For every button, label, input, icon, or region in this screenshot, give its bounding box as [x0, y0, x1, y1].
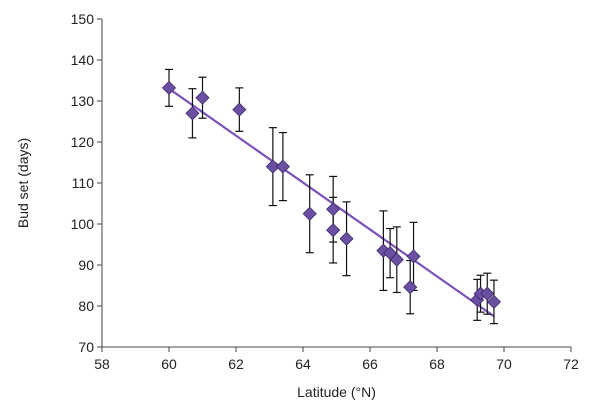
axes — [101, 19, 571, 348]
data-point — [389, 252, 404, 267]
x-tick-label: 62 — [228, 356, 244, 372]
data-point — [486, 294, 502, 309]
y-tick-label: 100 — [71, 216, 95, 232]
data-points — [161, 80, 502, 309]
data-point — [161, 80, 177, 95]
data-point — [302, 206, 317, 221]
y-tick-label: 120 — [71, 134, 95, 150]
data-point — [232, 102, 247, 117]
y-tick-label: 130 — [71, 93, 95, 109]
error-bars — [165, 68, 498, 325]
data-point — [185, 106, 200, 121]
y-tick-label: 90 — [78, 257, 94, 273]
x-tick-label: 68 — [429, 356, 445, 372]
data-point — [265, 159, 280, 174]
x-tick-label: 72 — [563, 356, 579, 372]
x-tick-label: 70 — [496, 356, 512, 372]
x-tick-label: 60 — [161, 356, 177, 372]
y-tick-label: 70 — [78, 339, 94, 355]
data-point — [195, 90, 210, 105]
y-axis-title: Bud set (days) — [15, 138, 31, 228]
y-tick-label: 110 — [72, 175, 95, 191]
y-tick-label: 140 — [71, 52, 95, 68]
y-tick-label: 80 — [78, 298, 94, 314]
x-tick-label: 64 — [295, 356, 311, 372]
data-point — [406, 249, 421, 264]
x-ticks: 58 60 62 64 66 68 70 72 — [94, 347, 579, 372]
data-point — [275, 159, 290, 174]
data-point — [480, 286, 495, 301]
trend-line — [168, 87, 495, 318]
x-tick-label: 58 — [94, 356, 110, 372]
data-point — [403, 280, 418, 295]
x-axis-title: Latitude (°N) — [297, 384, 376, 400]
data-point — [326, 202, 341, 217]
data-point — [326, 223, 341, 238]
y-ticks: 70 80 90 100 110 120 130 140 150 — [71, 11, 102, 355]
y-tick-label: 150 — [71, 11, 95, 27]
data-point — [339, 231, 354, 246]
x-tick-label: 66 — [362, 356, 378, 372]
